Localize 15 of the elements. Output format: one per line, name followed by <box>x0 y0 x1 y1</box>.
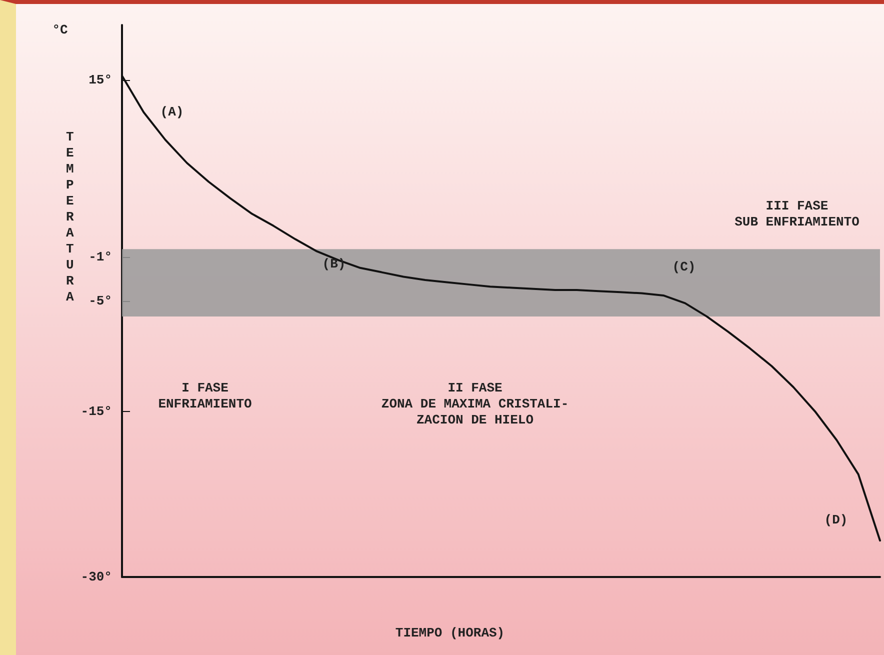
annotation: III FASE SUB ENFRIAMIENTO <box>734 198 860 230</box>
annotation: (C) <box>672 260 696 274</box>
y-tick-label: -30° <box>80 570 112 584</box>
y-tick-label: 15° <box>88 72 112 88</box>
annotation: II FASE ZONA DE MAXIMA CRISTALI- ZACION DE HIELO <box>381 380 569 428</box>
text: °C <box>52 22 68 38</box>
annotation: (B) <box>322 256 346 272</box>
text: TEMPERATURA <box>66 130 74 304</box>
annotation: (A) <box>160 104 184 120</box>
y-tick-label: -5° <box>88 294 112 308</box>
annotation: I FASE ENFRIAMIENTO <box>158 380 252 412</box>
x-axis-title: TIEMPO (HORAS) <box>395 626 505 640</box>
y-tick-label: -1° <box>88 249 112 264</box>
annotation: (D) <box>824 512 848 528</box>
y-tick-label: -15° <box>80 404 112 419</box>
